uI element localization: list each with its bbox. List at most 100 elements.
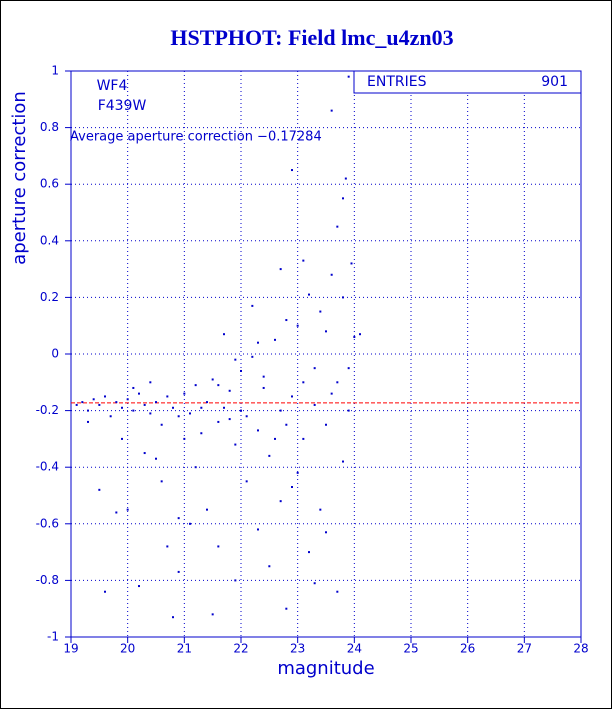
point (92, 398, 95, 401)
point (319, 310, 322, 313)
point (302, 259, 305, 262)
y-tick-label: 0.6 (40, 177, 59, 191)
point (234, 443, 237, 446)
point (285, 423, 288, 426)
y-tick-label: 0.8 (40, 120, 59, 134)
point (194, 384, 197, 387)
y-tick-label: -0.6 (36, 516, 59, 530)
point (126, 508, 129, 511)
stats-label: ENTRIES (367, 74, 427, 90)
point (325, 531, 327, 534)
point (313, 367, 316, 370)
point (234, 358, 237, 361)
point (319, 508, 322, 511)
point (302, 437, 305, 440)
annotation: F439W (98, 98, 147, 114)
point (104, 590, 106, 593)
annotation: WF4 (97, 78, 128, 94)
point (206, 508, 208, 511)
point (183, 392, 186, 395)
point (342, 197, 344, 200)
point (177, 517, 180, 520)
y-tick-label: 0.4 (40, 233, 59, 247)
point (160, 423, 163, 426)
point (342, 296, 344, 299)
point (245, 480, 248, 483)
point (279, 409, 282, 412)
x-tick-label: 23 (290, 642, 305, 656)
y-tick-label: 0.2 (40, 290, 59, 304)
point (285, 607, 288, 610)
point (347, 367, 350, 370)
point (279, 500, 282, 503)
point (291, 486, 293, 489)
point (217, 384, 220, 387)
point (81, 401, 84, 404)
point (138, 585, 140, 588)
point (166, 545, 169, 548)
chart-title: HSTPHOT: Field lmc_u4zn03 (170, 25, 453, 50)
point (149, 412, 152, 415)
point (251, 304, 254, 307)
annotation: Average aperture correction −0.17284 (70, 130, 322, 145)
point (104, 395, 106, 398)
point (313, 582, 316, 585)
point (262, 375, 265, 378)
point (325, 330, 327, 333)
point (87, 409, 89, 412)
point (325, 423, 327, 426)
point (126, 398, 129, 401)
point (251, 355, 254, 358)
point (211, 378, 214, 381)
stats-box (353, 70, 582, 94)
point (98, 488, 101, 491)
point (228, 389, 231, 392)
point (166, 395, 169, 398)
point (342, 460, 344, 463)
point (121, 406, 123, 409)
y-tick-label: -0.4 (36, 460, 59, 474)
point (279, 268, 282, 271)
point (98, 403, 101, 406)
point (291, 395, 293, 398)
x-tick-label: 21 (177, 642, 192, 656)
point (257, 341, 259, 344)
point (347, 75, 350, 78)
point (177, 415, 180, 418)
point (155, 401, 157, 404)
point (344, 177, 347, 180)
point (200, 432, 203, 435)
point (313, 403, 316, 406)
point (121, 437, 123, 440)
point (240, 409, 242, 412)
point (223, 333, 225, 336)
point (194, 466, 197, 469)
point (138, 392, 140, 395)
x-axis-label: magnitude (277, 658, 374, 679)
point (132, 409, 135, 412)
point (308, 551, 310, 554)
x-tick-label: 26 (460, 642, 475, 656)
point (75, 403, 78, 406)
y-tick-label: 1 (51, 64, 59, 78)
point (257, 528, 259, 531)
point (228, 418, 231, 421)
point (160, 480, 163, 483)
point (143, 452, 146, 455)
point (350, 262, 353, 265)
point (172, 616, 174, 619)
y-tick-label: -0.8 (36, 573, 59, 587)
point (268, 454, 271, 457)
point (291, 169, 293, 172)
point (217, 420, 220, 423)
point (183, 437, 186, 440)
point (206, 401, 208, 404)
point (274, 437, 276, 440)
point (268, 565, 271, 568)
point (330, 392, 333, 395)
point (302, 381, 305, 384)
point (189, 412, 191, 415)
point (211, 613, 214, 616)
point (87, 420, 89, 423)
point (347, 409, 350, 412)
